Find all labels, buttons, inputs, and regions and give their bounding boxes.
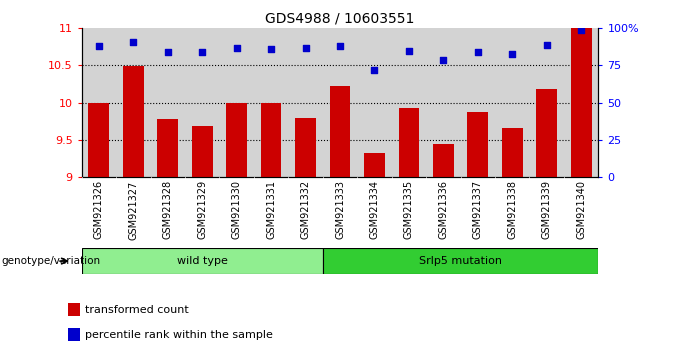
Point bbox=[541, 42, 552, 47]
Text: GSM921327: GSM921327 bbox=[129, 181, 138, 240]
Point bbox=[93, 43, 104, 49]
Text: GSM921333: GSM921333 bbox=[335, 181, 345, 239]
Bar bbox=[192, 126, 213, 177]
Text: genotype/variation: genotype/variation bbox=[1, 256, 101, 266]
Bar bbox=[226, 103, 247, 177]
Text: GSM921328: GSM921328 bbox=[163, 181, 173, 240]
Point bbox=[507, 51, 517, 56]
Text: wild type: wild type bbox=[177, 256, 228, 266]
Point bbox=[300, 45, 311, 51]
Text: GSM921330: GSM921330 bbox=[232, 181, 241, 239]
Bar bbox=[295, 118, 316, 177]
Text: percentile rank within the sample: percentile rank within the sample bbox=[86, 330, 273, 340]
Text: GSM921337: GSM921337 bbox=[473, 181, 483, 240]
Point bbox=[576, 27, 587, 33]
Bar bbox=[537, 89, 557, 177]
Point bbox=[438, 57, 449, 62]
Bar bbox=[260, 103, 282, 177]
Title: GDS4988 / 10603551: GDS4988 / 10603551 bbox=[265, 12, 415, 26]
Bar bbox=[571, 28, 592, 177]
Point bbox=[266, 46, 277, 52]
Bar bbox=[433, 144, 454, 177]
Bar bbox=[330, 86, 350, 177]
Text: GSM921332: GSM921332 bbox=[301, 181, 311, 240]
Text: GSM921335: GSM921335 bbox=[404, 181, 414, 240]
Text: GSM921331: GSM921331 bbox=[266, 181, 276, 239]
Bar bbox=[68, 329, 80, 341]
Text: GSM921334: GSM921334 bbox=[369, 181, 379, 239]
Point bbox=[335, 43, 345, 49]
Bar bbox=[398, 108, 420, 177]
Bar bbox=[364, 153, 385, 177]
Point bbox=[163, 49, 173, 55]
Point bbox=[197, 49, 207, 55]
Text: transformed count: transformed count bbox=[86, 304, 189, 314]
Bar bbox=[88, 103, 109, 177]
Point bbox=[369, 67, 380, 73]
Text: GSM921336: GSM921336 bbox=[439, 181, 448, 239]
Bar bbox=[467, 112, 488, 177]
Point bbox=[473, 49, 483, 55]
Text: Srlp5 mutation: Srlp5 mutation bbox=[419, 256, 502, 266]
Bar bbox=[323, 248, 598, 274]
Text: GSM921339: GSM921339 bbox=[542, 181, 551, 239]
Text: GSM921338: GSM921338 bbox=[507, 181, 517, 239]
Point bbox=[231, 45, 242, 51]
Bar bbox=[157, 119, 178, 177]
Point bbox=[128, 39, 139, 45]
Point bbox=[403, 48, 414, 53]
Text: GSM921329: GSM921329 bbox=[197, 181, 207, 240]
Bar bbox=[82, 248, 323, 274]
Bar bbox=[502, 128, 523, 177]
Text: GSM921326: GSM921326 bbox=[94, 181, 104, 240]
Bar bbox=[123, 66, 143, 177]
Text: GSM921340: GSM921340 bbox=[576, 181, 586, 239]
Bar bbox=[68, 303, 80, 316]
